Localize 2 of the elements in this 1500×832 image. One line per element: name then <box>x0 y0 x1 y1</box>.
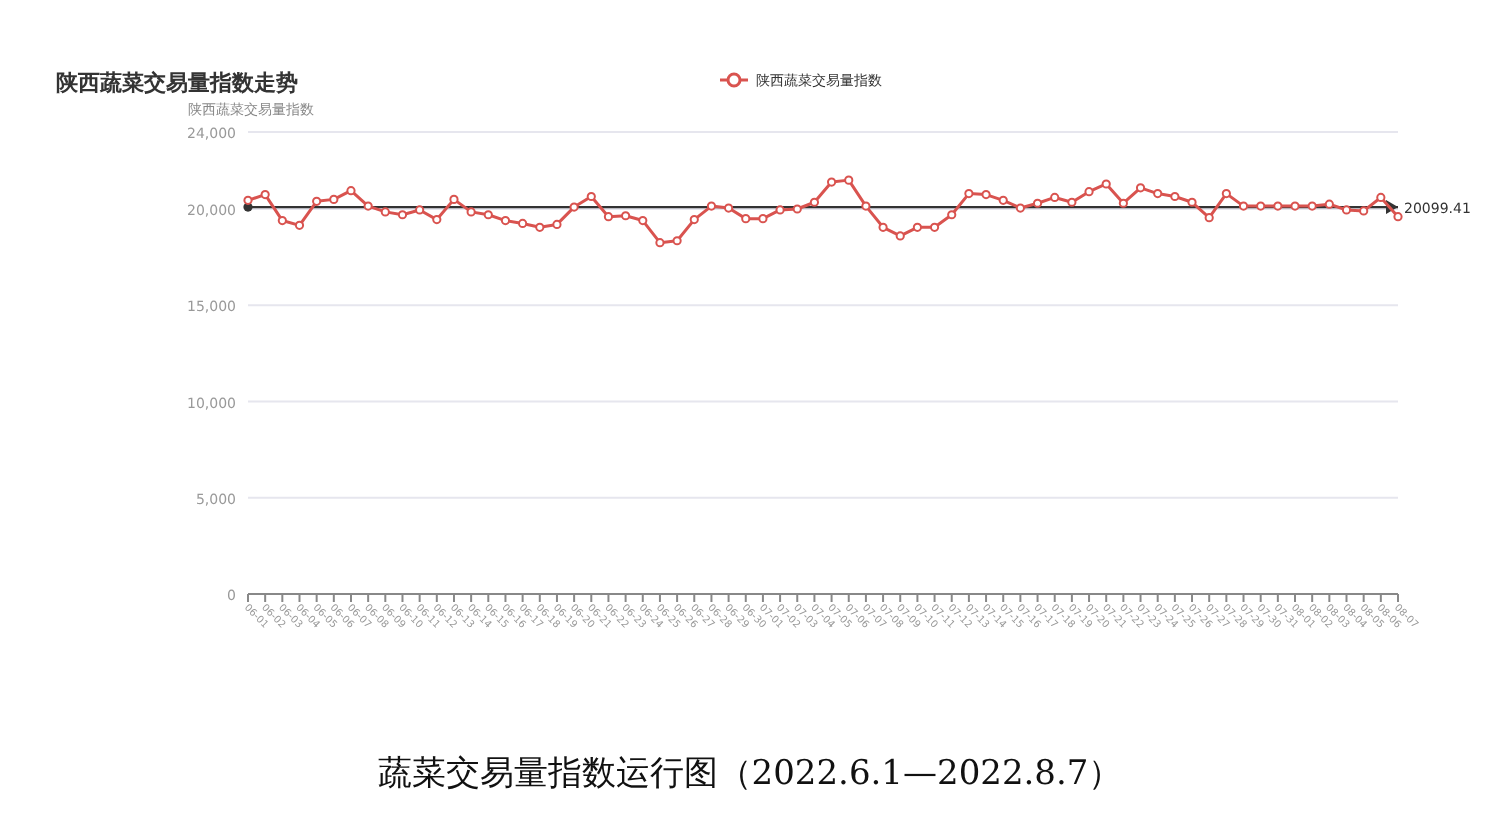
text: 蔬菜交易量指数运行图（2022.6.1—2022.8.7） <box>377 754 1123 794</box>
chart-title: 陕西蔬菜交易量指数走势 <box>56 70 298 96</box>
